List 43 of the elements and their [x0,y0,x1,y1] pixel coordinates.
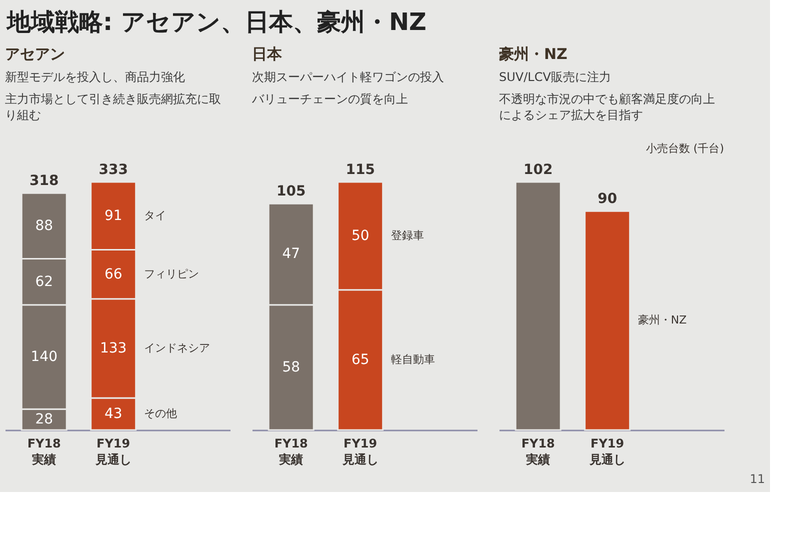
x-tick-label: FY18 実績 [27,436,61,466]
x-tick-label: FY19 見通し [94,436,132,466]
series-label: インドネシア [144,341,210,354]
text: 地域戦略: アセアン、日本、豪州・NZ [6,8,426,36]
total-label: 105 [276,184,306,200]
total-label: 333 [98,162,128,178]
total-label: 115 [346,162,375,178]
y-axis-title: 小売台数 (千台) [646,142,724,155]
chart-title: 豪州・NZ [498,45,568,63]
data-label: 58 [282,359,300,376]
text: 主力市場として引き続き販売網拡充に取り組む [5,92,221,122]
text: バリューチェーンの質を向上 [251,92,408,106]
series-label: 豪州・NZ [638,314,688,327]
data-label: 102 [524,162,553,178]
series-label: フィリピン [144,267,199,280]
data-label: 28 [35,412,54,428]
series-label: 軽自動車 [390,352,435,366]
series-label: 登録車 [390,228,424,242]
data-label: 90 [598,191,618,208]
series-label: タイ [144,208,166,222]
x-tick-label: FY19 見通し [588,436,626,466]
chart-title: アセアン [5,45,65,63]
text: SUV/LCV販売に注力 [499,70,611,84]
chart-title: 日本 [252,45,283,63]
data-label: 66 [104,266,122,282]
x-tick-label: FY18 実績 [274,436,308,466]
text: 不透明な市況の中でも顧客満足度の向上によるシェア拡大を目指す [499,92,715,122]
data-label: 62 [35,274,54,290]
data-label: 43 [104,406,122,422]
data-label: 65 [351,352,370,368]
x-tick-label: FY18 実績 [521,436,555,466]
series-label: その他 [144,406,177,420]
data-label: 50 [351,228,370,244]
data-label: 140 [30,349,58,366]
text: 新型モデルを投入し、商品力強化 [5,70,185,84]
data-label: 133 [100,340,127,356]
data-label: 88 [35,218,54,234]
x-tick-label: FY19 見通し [341,436,378,466]
text: 11 [750,472,765,486]
data-label: 47 [282,246,300,262]
data-label: 91 [104,208,122,224]
text: 次期スーパーハイト軽ワゴンの投入 [252,70,444,84]
total-label: 318 [30,173,59,190]
